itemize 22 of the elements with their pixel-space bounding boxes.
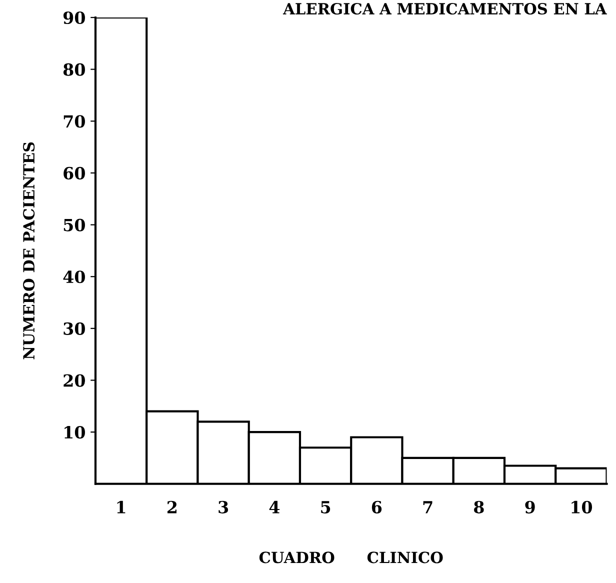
y-tick-label: 60 <box>64 166 85 180</box>
x-tick-label: 6 <box>372 500 382 514</box>
x-tick-label: 1 <box>117 500 126 514</box>
x-tick-label: 10 <box>572 500 592 514</box>
y-tick-label: 10 <box>64 426 85 439</box>
x-tick-label: 4 <box>269 500 280 514</box>
y-tick-label: 90 <box>63 11 85 24</box>
y-tick-label: 20 <box>64 374 85 387</box>
x-tick-label: 7 <box>423 501 432 514</box>
x-tick-label: 2 <box>167 500 176 514</box>
chart-title: ALERGICA A MEDICAMENTOS EN LA <box>282 2 607 15</box>
x-tick-label: 5 <box>321 501 330 514</box>
y-tick-label: 30 <box>64 322 85 335</box>
y-axis-title: NUMERO DE PACIENTES <box>23 142 35 360</box>
x-tick-label: 3 <box>218 500 228 514</box>
y-tick-label: 70 <box>64 115 85 128</box>
y-tick-label: 40 <box>63 270 85 284</box>
x-axis-title: CUADRO CLINICO <box>259 552 443 564</box>
y-tick-label: 50 <box>64 218 85 232</box>
y-tick-label: 80 <box>63 63 85 76</box>
x-tick-label: 8 <box>474 500 484 514</box>
x-tick-label: 9 <box>525 500 535 514</box>
